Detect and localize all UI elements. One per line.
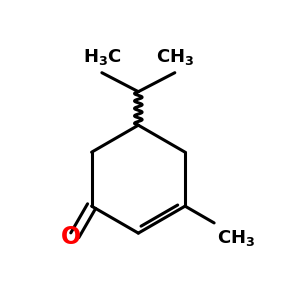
Text: O: O — [61, 225, 81, 249]
Text: $\mathregular{CH_3}$: $\mathregular{CH_3}$ — [156, 47, 194, 68]
Text: $\mathregular{H_3C}$: $\mathregular{H_3C}$ — [82, 47, 121, 68]
Text: $\mathregular{CH_3}$: $\mathregular{CH_3}$ — [217, 228, 255, 248]
